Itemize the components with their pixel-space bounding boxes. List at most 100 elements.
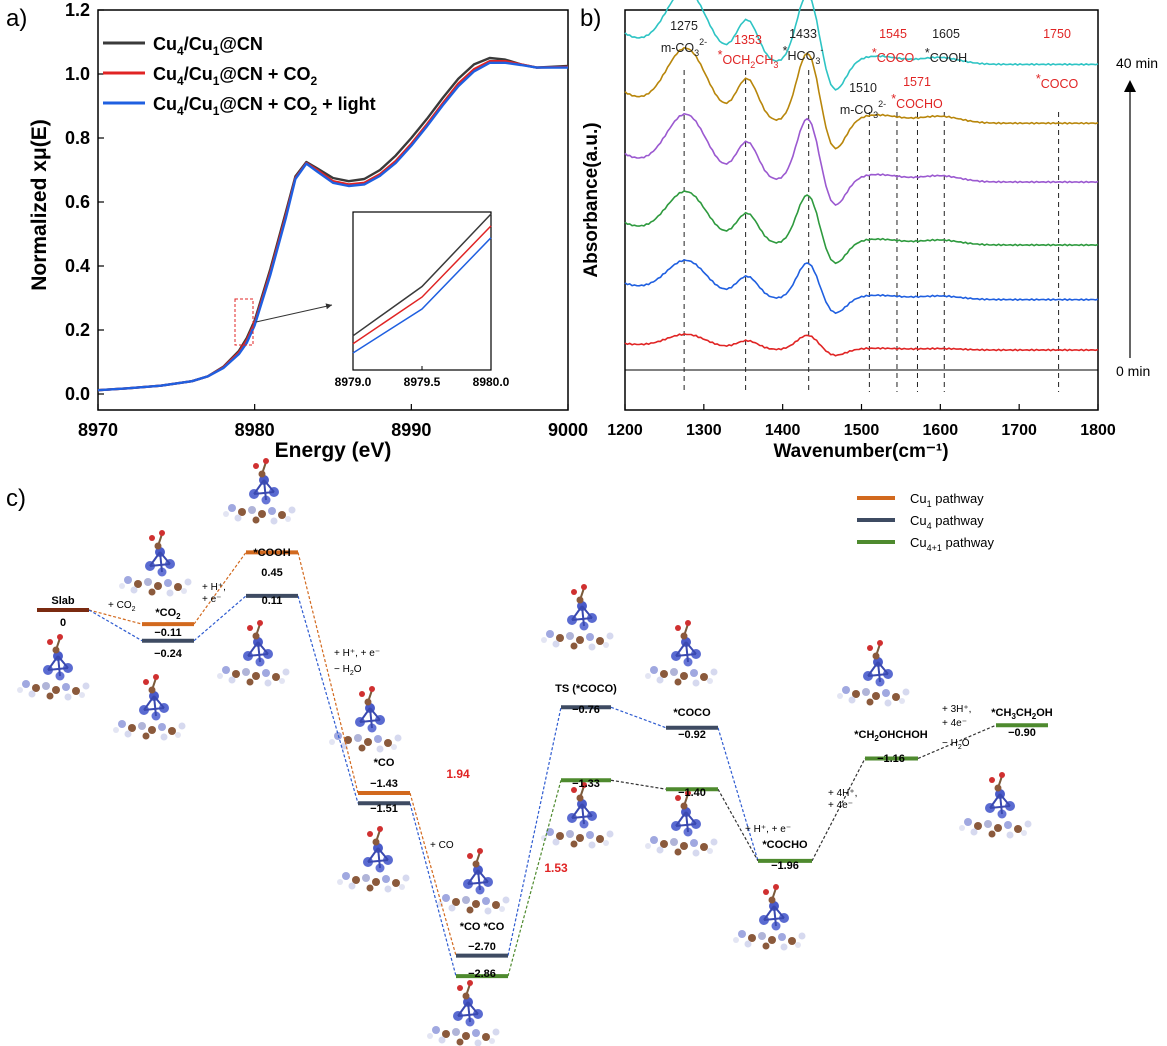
peak-species: *COCO [1036,72,1079,91]
inset-tick-label: 8980.0 [473,375,510,389]
y-tick-label: 1.0 [65,64,90,84]
adsorbate-model [466,847,484,869]
legend-entry: Cu1 pathway [910,491,984,509]
peak-number: 1750 [1043,27,1071,41]
step-label: + CO [430,840,454,851]
panel-label-a: a) [6,5,27,32]
step-label: − H2O [942,738,970,751]
x-tick-label: 1500 [844,422,880,439]
peak-species: *COCHO [891,92,943,111]
step-label: − H2O [334,664,362,677]
peak-number: 1275 [670,19,698,33]
panel-b-x-axis-label: Wavenumber(cm⁻¹) [773,441,948,462]
energy-value: −1.43 [370,778,398,790]
energy-value: −0.90 [1008,727,1036,739]
path-connector [88,609,143,625]
peak-species: *COOH [925,46,967,65]
path-connector [717,788,759,862]
time-label-top: 40 min [1116,55,1158,71]
structure-model [958,788,1033,840]
x-tick-label: 1300 [686,422,722,439]
peak-number: 1571 [903,75,931,89]
state-label: *CH2OHCHOH [854,729,928,743]
structure-model [540,798,615,850]
energy-value: 0.11 [262,595,283,607]
path-connector [297,552,359,794]
inset-x-ticks: 8979.0 8979.5 8980.0 [335,366,510,389]
adsorbate-model [456,979,474,1001]
y-tick-label: 0.6 [65,192,90,212]
adsorbate-model [570,583,588,605]
y-tick-label: 0.4 [65,256,90,276]
state-label: TS (*COCO) [555,683,617,695]
step-label: + H⁺, + e⁻ [334,648,380,659]
path-connector [507,780,562,977]
legend-entry: Cu4/Cu1@CN [153,34,263,58]
energy-value: −1.51 [370,803,398,815]
panel-c-structures [16,457,1033,1046]
adsorbate-model [46,633,64,655]
adsorbate-model [358,685,376,707]
panel-c-legend: Cu1 pathway Cu4 pathway Cu4+1 pathway [857,491,994,553]
panel-label-b: b) [580,5,601,32]
structure-model [836,656,911,708]
panel-a-series [97,56,569,392]
panel-a-y-ticks: 0.0 0.2 0.4 0.6 0.8 1.0 1.2 [65,0,104,404]
structure-model [426,996,501,1046]
barrier-label: 1.94 [446,767,470,781]
inset-line [352,213,492,337]
x-tick-label: 1400 [765,422,801,439]
energy-value: −0.24 [154,648,183,660]
panel-a-chart: 0.0 0.2 0.4 0.6 0.8 1.0 1.2 8970 8980 8990 9000 E… [28,0,588,462]
panel-a-zoom-arrow [255,303,333,323]
legend-entry: Cu4+1 pathway [910,535,994,553]
panel-a-y-axis-label: Normalized xμ(E) [28,119,51,291]
peak-species: m-CO32- [840,99,886,120]
y-tick-label: 0.2 [65,320,90,340]
step-label: + CO2 [108,600,136,613]
x-tick-label: 1600 [923,422,959,439]
path-connector [811,758,866,862]
panel-b-peak-lines [683,70,1060,392]
state-label: Slab [51,595,75,607]
structure-model [732,900,807,952]
state-label: *COCO [673,707,711,719]
spectrum-line [624,46,1099,150]
energy-value: −1.96 [771,860,799,872]
structure-model [112,690,187,742]
structure-model [216,636,291,688]
panel-a-inset: 8979.0 8979.5 8980.0 [335,211,510,389]
path-connector [717,727,759,862]
structure-model [328,702,403,754]
peak-number: 1545 [879,27,907,41]
panel-b-x-ticks: 1200 1300 1400 1500 1600 1700 1800 [607,369,1116,439]
panel-b-chart: 1200 1300 1400 1500 1600 1700 1800 1275 m-CO32-… [581,0,1158,462]
y-tick-label: 0.0 [65,384,90,404]
structure-model [16,650,91,702]
path-connector [88,609,143,642]
spectrum-line [624,333,1099,357]
spectrum-line [624,259,1099,315]
step-label: + 4H⁺, [828,788,857,799]
legend-entry: Cu4/Cu1@CN + CO2 [153,64,317,88]
step-label: + 3H⁺, [942,704,971,715]
path-connector [297,595,359,804]
panel-a-legend: Cu4/Cu1@CN Cu4/Cu1@CN + CO2 Cu4/Cu1@CN + C… [103,34,376,118]
panel-c-levels [37,550,1048,979]
energy-value: −1.40 [678,787,706,799]
adsorbate-model [674,619,692,641]
panel-b-y-axis-label: Absorbance(a.u.) [581,122,602,277]
spectrum-line [624,112,1099,207]
structure-model [336,842,411,894]
energy-value: −1.33 [572,778,600,790]
step-label: + H⁺, [202,582,226,593]
inset-line [352,237,492,354]
step-label: + 4e⁻ [828,800,853,811]
energy-value: −0.76 [572,704,600,716]
y-tick-label: 1.2 [65,0,90,20]
state-label: *COCHO [762,839,808,851]
peak-number: 1353 [734,33,762,47]
peak-number: 1510 [849,81,877,95]
inset-line [352,225,492,345]
